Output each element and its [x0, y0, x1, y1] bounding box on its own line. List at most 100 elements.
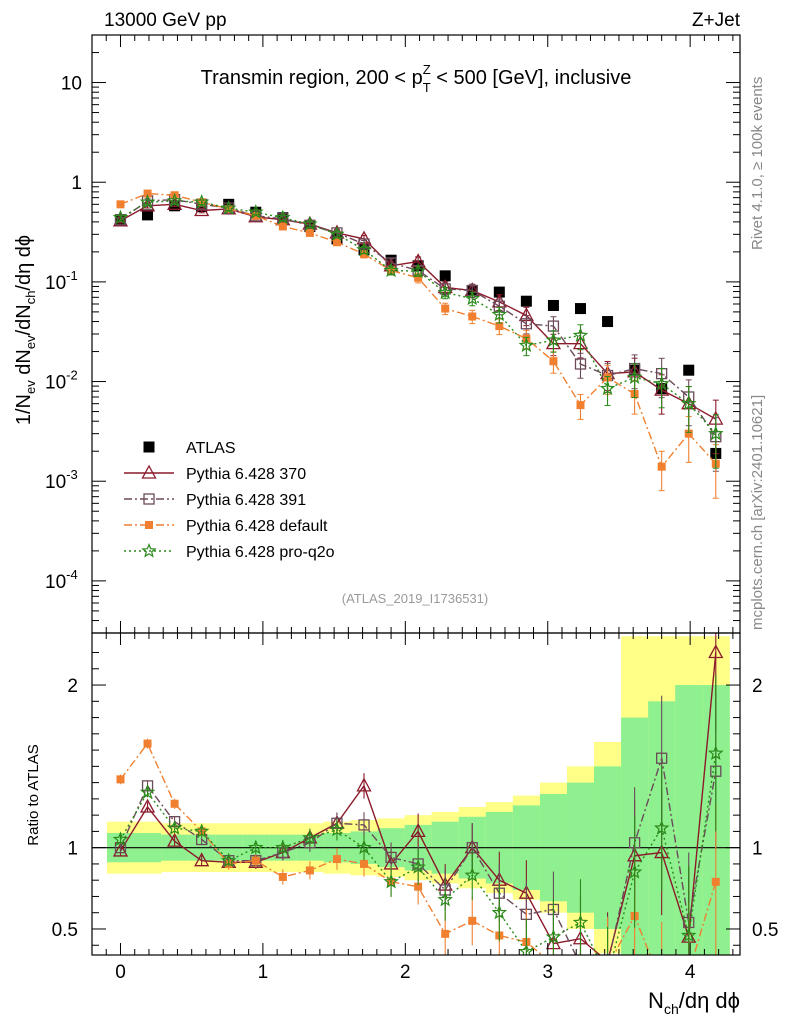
rivet-version-label: Rivet 4.1.0, ≥ 100k events: [749, 77, 766, 250]
ratio-series-pythia-6-428-pro-q2o: [112, 675, 724, 982]
data-point: [223, 198, 235, 210]
y-tick-label: 1: [71, 173, 82, 194]
data-point: [708, 425, 724, 441]
ratio-point: [708, 644, 724, 659]
data-point: [332, 238, 341, 247]
legend-marker: [145, 521, 153, 529]
data-point: [220, 199, 237, 215]
x-axis-label: Nch/dη dϕ: [648, 988, 740, 1017]
ratio-point: [356, 777, 372, 792]
legend-entry: Pythia 6.428 391: [124, 492, 306, 509]
mcplots-credit-label: mcplots.cern.ch [arXiv:2401.10621]: [749, 395, 766, 630]
y-tick-label: 10-1: [45, 268, 78, 294]
ratio-point: [305, 866, 314, 875]
ratio-point: [410, 859, 426, 874]
data-point: [114, 214, 127, 226]
ratio-point: [166, 820, 183, 835]
data-point: [520, 295, 532, 307]
process-label: Z+Jet: [692, 10, 741, 31]
data-point: [545, 332, 562, 347]
legend-marker: [143, 493, 155, 505]
ratio-point: [332, 855, 341, 864]
ratio-tick-label-right: 0.5: [752, 920, 778, 941]
ratio-point: [167, 832, 183, 847]
ratio-point: [220, 852, 237, 868]
ratio-point: [576, 988, 584, 996]
ratio-point: [414, 882, 423, 891]
data-point: [602, 316, 614, 328]
data-point: [576, 401, 585, 410]
series-line: [120, 203, 717, 420]
data-point: [495, 322, 504, 331]
y-tick-label: 10-4: [45, 567, 78, 593]
ratio-point: [410, 823, 426, 838]
y-axis-label: 1/Nev dNev/dNch/dη dϕ: [13, 235, 38, 425]
data-point: [112, 209, 129, 225]
data-point: [414, 273, 423, 282]
ratio-axes: 0 1 2 3 4 0.5 0.5 1 1 2 2: [52, 633, 778, 983]
ratio-data-marks: [112, 633, 724, 996]
data-point: [278, 222, 287, 231]
data-point: [657, 462, 666, 471]
ratio-point: [656, 752, 668, 764]
y-tick-label: 10: [61, 74, 82, 95]
data-point: [437, 284, 453, 300]
ratio-point: [491, 904, 508, 920]
ratio-point: [711, 877, 720, 886]
data-point: [683, 364, 695, 376]
ratio-line: [119, 753, 717, 955]
ratio-point: [139, 798, 156, 813]
ratio-point: [112, 842, 129, 857]
ratio-point: [275, 839, 291, 855]
data-point: [599, 380, 616, 396]
main-axes: 10-4 10-3 10-2 10-1 1 10: [45, 34, 740, 634]
series-atlas: [114, 198, 722, 459]
legend-label: Pythia 6.428 default: [186, 518, 328, 535]
legend-entry: ATLAS: [143, 440, 236, 457]
ratio-point: [545, 928, 562, 944]
ratio-point: [464, 867, 480, 882]
x-tick-label: 4: [685, 962, 696, 983]
data-point: [493, 286, 505, 298]
ratio-point: [278, 872, 287, 881]
ratio-tick-label: 0.5: [52, 920, 78, 941]
collision-energy-label: 13000 GeV pp: [104, 10, 227, 31]
chart-title: Transmin region, 200 < pZ T < 500 [GeV], …: [201, 62, 632, 95]
ratio-point: [441, 929, 450, 938]
legend-label: ATLAS: [186, 440, 236, 457]
data-point: [251, 211, 260, 220]
data-point: [116, 200, 125, 209]
data-point: [549, 357, 558, 366]
ratio-tick-label-right: 2: [752, 676, 763, 697]
data-point: [360, 250, 369, 259]
data-point: [248, 204, 264, 219]
data-point: [626, 369, 643, 385]
data-point: [410, 263, 426, 278]
ratio-uncertainty-bands: [92, 636, 740, 955]
legend-label: Pythia 6.428 370: [186, 466, 306, 483]
ratio-point: [112, 831, 129, 847]
ratio-tick-label: 2: [67, 676, 78, 697]
ratio-tick-label: 1: [67, 839, 78, 860]
data-point: [275, 209, 291, 225]
data-point: [464, 290, 480, 306]
ratio-point: [139, 784, 156, 799]
data-point: [520, 318, 533, 330]
data-point: [653, 375, 670, 391]
data-point: [518, 337, 535, 353]
data-point: [680, 395, 697, 411]
series-line: [120, 192, 717, 469]
ratio-point: [248, 839, 264, 855]
main-data-marks: [112, 189, 724, 499]
ratio-point: [604, 962, 612, 970]
ratio-point: [601, 970, 613, 982]
data-point: [142, 209, 154, 221]
ratio-point: [360, 859, 369, 868]
data-point: [329, 226, 345, 241]
y-tick-label: 10-2: [45, 368, 78, 394]
ratio-y-axis-label: Ratio to ATLAS: [25, 744, 42, 845]
data-point: [574, 358, 587, 370]
ratio-point: [468, 916, 477, 925]
data-point: [383, 262, 399, 278]
ratio-point: [329, 821, 345, 837]
